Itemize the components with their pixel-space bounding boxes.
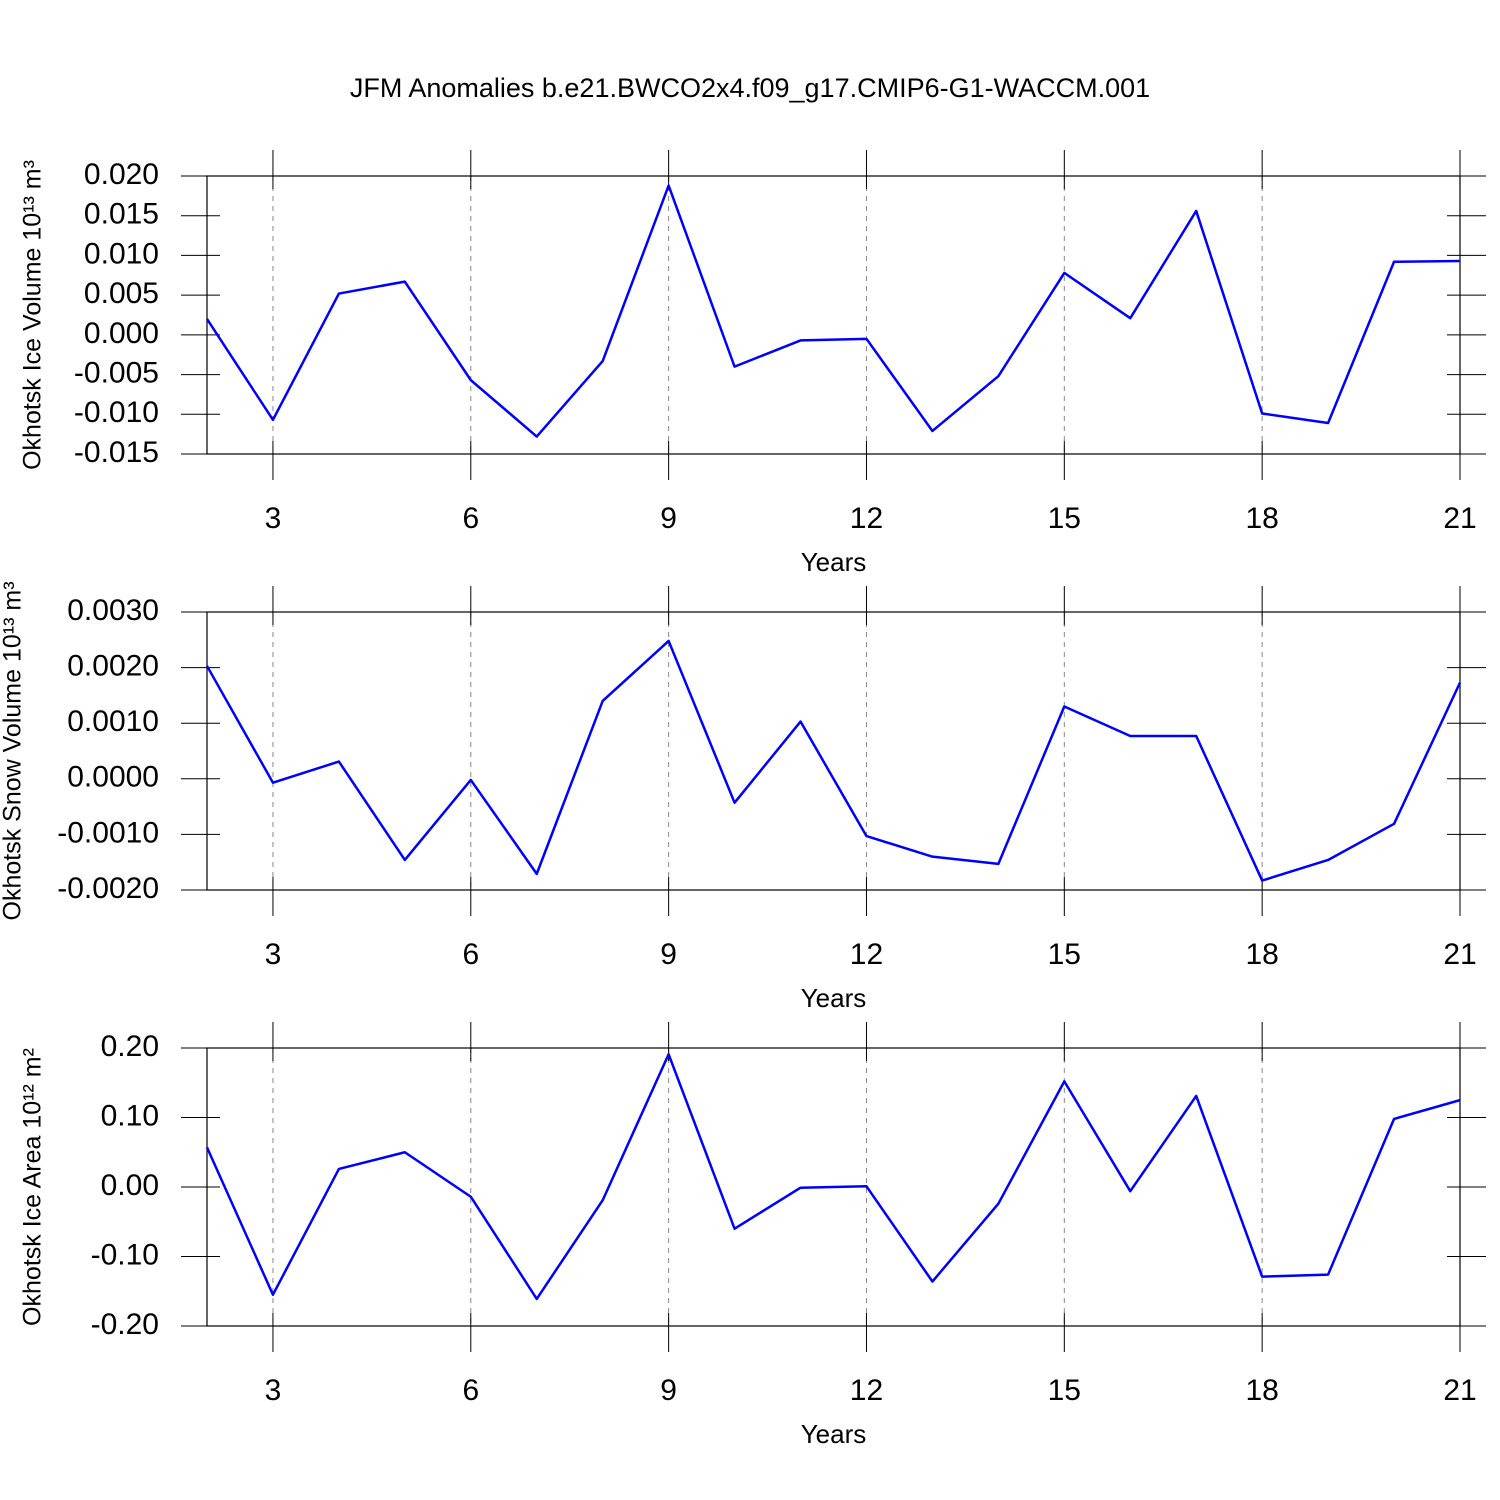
- x-tick-label: 18: [1245, 1374, 1278, 1407]
- x-tick-label: 12: [850, 502, 883, 535]
- figure-title: JFM Anomalies b.e21.BWCO2x4.f09_g17.CMIP…: [350, 73, 1150, 103]
- x-tick-label: 9: [660, 1374, 677, 1407]
- data-line: [205, 184, 1461, 438]
- y-tick-label: -0.10: [91, 1238, 159, 1271]
- y-tick-label: -0.20: [91, 1308, 159, 1341]
- x-tick-label: 3: [265, 938, 282, 971]
- x-tick-label: 12: [850, 1374, 883, 1407]
- data-line: [205, 1053, 1461, 1301]
- y-axis-label: Okhotsk Snow Volume 10¹³ m³: [0, 581, 27, 920]
- x-tick-label: 21: [1443, 938, 1476, 971]
- x-tick-label: 18: [1245, 502, 1278, 535]
- x-axis-label: Years: [801, 1419, 867, 1449]
- x-tick-label: 6: [462, 1374, 479, 1407]
- plot-frame: [206, 175, 1461, 455]
- x-tick-label: 15: [1048, 1374, 1081, 1407]
- y-tick-label: 0.20: [101, 1030, 159, 1063]
- x-tick-label: 3: [265, 1374, 282, 1407]
- x-tick-label: 6: [462, 938, 479, 971]
- plot-frame: [206, 1047, 1461, 1327]
- x-tick-label: 9: [660, 938, 677, 971]
- y-tick-label: -0.005: [74, 356, 159, 389]
- y-tick-label: -0.015: [74, 436, 159, 469]
- plot-frame: [206, 611, 1461, 891]
- x-tick-label: 6: [462, 502, 479, 535]
- y-tick-label: 0.020: [84, 158, 159, 191]
- y-tick-label: 0.0020: [67, 650, 159, 683]
- y-tick-label: 0.000: [84, 317, 159, 350]
- y-tick-label: 0.00: [101, 1169, 159, 1202]
- x-tick-label: 15: [1048, 502, 1081, 535]
- y-tick-label: 0.010: [84, 237, 159, 270]
- y-tick-label: 0.015: [84, 198, 159, 231]
- x-tick-label: 9: [660, 502, 677, 535]
- x-tick-label: 15: [1048, 938, 1081, 971]
- y-tick-label: 0.10: [101, 1099, 159, 1132]
- x-tick-label: 21: [1443, 1374, 1476, 1407]
- y-axis-label: Okhotsk Ice Volume 10¹³ m³: [19, 160, 47, 470]
- y-tick-label: 0.0010: [67, 705, 159, 738]
- y-tick-label: -0.0010: [57, 816, 159, 849]
- x-axis-label: Years: [801, 983, 867, 1013]
- x-tick-label: 18: [1245, 938, 1278, 971]
- y-tick-label: 0.0000: [67, 761, 159, 794]
- y-tick-label: -0.0020: [57, 872, 159, 905]
- y-axis-label: Okhotsk Ice Area 10¹² m²: [19, 1048, 47, 1326]
- y-tick-label: 0.005: [84, 277, 159, 310]
- x-tick-label: 3: [265, 502, 282, 535]
- x-tick-label: 12: [850, 938, 883, 971]
- y-tick-label: 0.0030: [67, 594, 159, 627]
- data-line: [205, 639, 1462, 882]
- x-axis-label: Years: [801, 547, 867, 577]
- x-tick-label: 21: [1443, 502, 1476, 535]
- y-tick-label: -0.010: [74, 396, 159, 429]
